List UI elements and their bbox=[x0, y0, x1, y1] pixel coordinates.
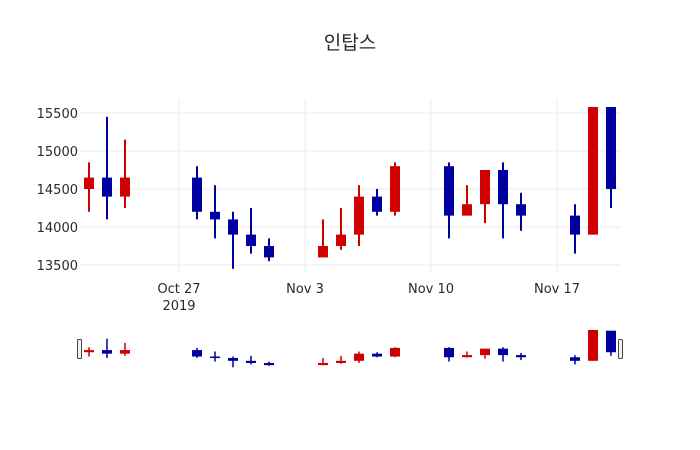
candle[interactable] bbox=[390, 162, 400, 216]
y-tick-label: 14000 bbox=[37, 221, 78, 236]
y-tick-label: 14500 bbox=[37, 183, 78, 198]
gridlines bbox=[80, 100, 620, 272]
y-tick-label: 15500 bbox=[37, 107, 78, 122]
range-slider-preview bbox=[84, 330, 616, 368]
candle[interactable] bbox=[516, 192, 526, 231]
plot-area[interactable] bbox=[66, 37, 616, 269]
y-axis: 13500 14000 14500 15000 15500 bbox=[37, 107, 78, 274]
x-tick-label: Nov 17 bbox=[534, 282, 580, 297]
candle[interactable] bbox=[588, 37, 598, 235]
candle[interactable] bbox=[318, 219, 328, 258]
candle[interactable] bbox=[480, 170, 490, 224]
candle[interactable] bbox=[84, 162, 94, 212]
candle[interactable] bbox=[120, 139, 130, 208]
y-tick-label: 15000 bbox=[37, 145, 78, 160]
candle[interactable] bbox=[606, 75, 616, 208]
candle[interactable] bbox=[462, 185, 472, 216]
x-tick-label: Nov 10 bbox=[408, 282, 454, 297]
y-tick-label: 13500 bbox=[37, 259, 78, 274]
range-slider[interactable] bbox=[66, 324, 623, 368]
candle[interactable] bbox=[498, 162, 508, 239]
x-tick-label: Nov 3 bbox=[286, 282, 324, 297]
x-axis: Oct 27 2019 Nov 3 Nov 10 Nov 17 bbox=[157, 282, 580, 314]
x-tick-label: Oct 27 bbox=[157, 282, 200, 297]
candle[interactable] bbox=[264, 238, 274, 262]
candle[interactable] bbox=[570, 204, 580, 254]
candle[interactable] bbox=[372, 189, 382, 216]
candle[interactable] bbox=[102, 116, 112, 220]
candle[interactable] bbox=[336, 208, 346, 250]
candle[interactable] bbox=[354, 185, 364, 246]
chart-title: 인탑스 bbox=[323, 32, 377, 54]
candle[interactable] bbox=[228, 211, 238, 269]
candle[interactable] bbox=[246, 208, 256, 254]
candle[interactable] bbox=[192, 166, 202, 220]
candle[interactable] bbox=[210, 185, 220, 239]
x-tick-year: 2019 bbox=[162, 299, 195, 314]
candle[interactable] bbox=[444, 162, 454, 239]
range-slider-handle-right[interactable] bbox=[618, 339, 623, 359]
range-slider-handle-left[interactable] bbox=[77, 339, 82, 359]
